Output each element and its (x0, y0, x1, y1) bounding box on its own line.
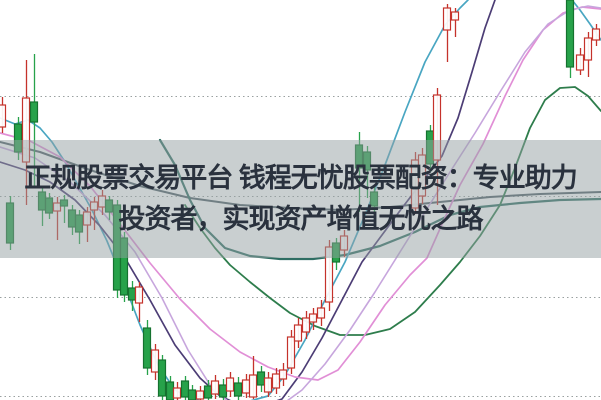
headline-line-2: 投资者，实现资产增值无忧之路 (118, 204, 484, 234)
headline-line-1: 正规股票交易平台 钱程无忧股票配资：专业助力 (24, 163, 578, 193)
headline-overlay: 正规股票交易平台 钱程无忧股票配资：专业助力 投资者，实现资产增值无忧之路 (0, 140, 601, 258)
